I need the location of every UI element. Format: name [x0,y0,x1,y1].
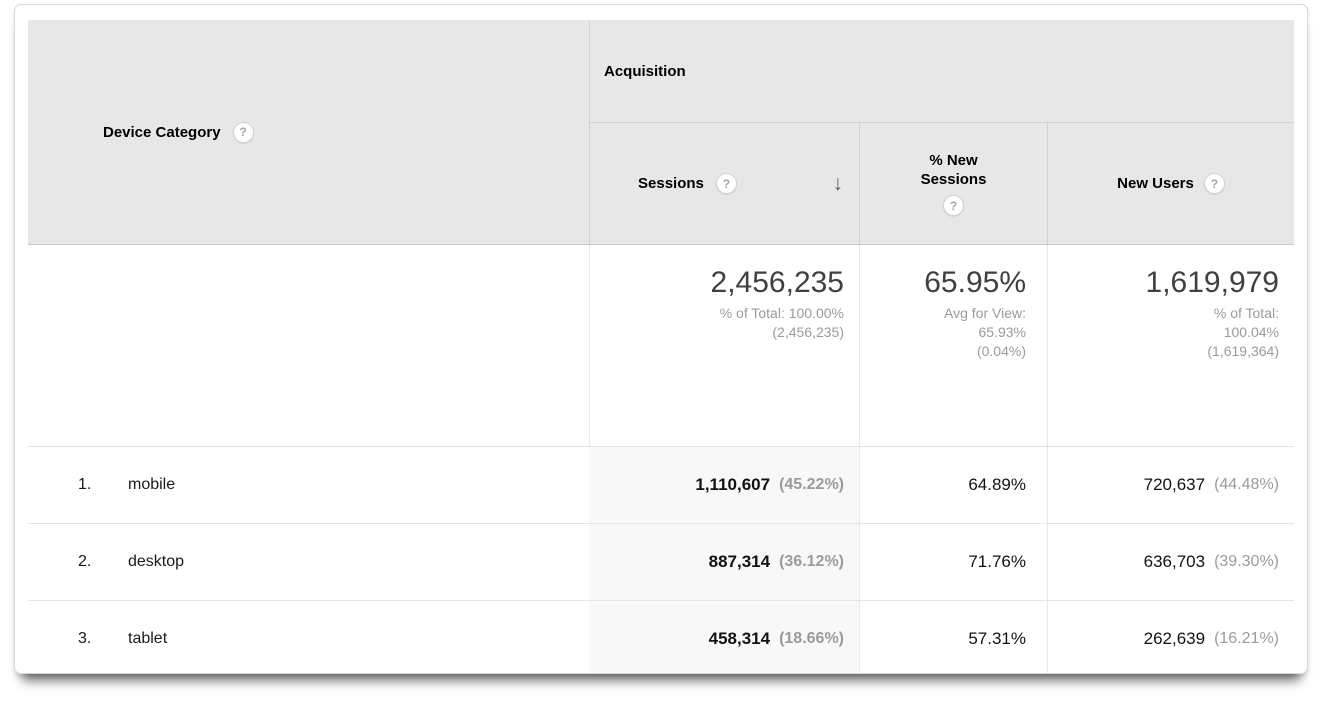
help-icon[interactable]: ? [715,173,737,194]
sessions-label: Sessions [638,175,704,192]
summary-percent-new-sessions: 65.95% Avg for View: 65.93% (0.04%) [860,245,1048,446]
new-users-cell: 720,637 (44.48%) [1048,447,1294,523]
screenshot-frame: Device Category ? Acquisition Sessions ?… [14,4,1308,674]
device-name: mobile [128,476,176,493]
column-header-device-category[interactable]: Device Category ? [28,20,590,244]
sessions-cell: 458,314 (18.66%) [590,601,860,673]
percent-new-sessions-cell: 57.31% [860,601,1048,673]
new-users-share: (16.21%) [1214,630,1279,647]
summary-new-users-subline: 100.04% [1223,324,1279,340]
sort-descending-icon: ↓ [832,172,844,195]
summary-percent-new-sessions-subline: Avg for View: [944,305,1026,321]
summary-new-users-value: 1,619,979 [1145,266,1279,299]
table-row: 2. desktop 887,314 (36.12%) 71.76% 636,7… [28,524,1294,601]
new-users-cell: 262,639 (16.21%) [1048,601,1294,673]
help-icon[interactable]: ? [232,121,254,143]
device-cell: 1. mobile [28,447,590,523]
new-users-value: 636,703 [1143,552,1206,571]
sessions-cell: 887,314 (36.12%) [590,524,860,600]
summary-device-category [28,245,590,446]
row-index: 3. [78,630,92,647]
sessions-value: 887,314 [708,552,771,571]
device-cell: 3. tablet [28,601,590,673]
percent-new-sessions-label: % New Sessions [920,152,987,188]
summary-new-users-subline: % of Total: [1213,305,1279,321]
percent-new-sessions-cell: 64.89% [860,447,1048,523]
table-row: 3. tablet 458,314 (18.66%) 57.31% 262,63… [28,601,1294,673]
sessions-value: 1,110,607 [695,475,771,494]
sessions-share: (45.22%) [779,476,844,493]
column-header-percent-new-sessions[interactable]: % New Sessions ? [860,123,1048,244]
new-users-share: (39.30%) [1214,553,1279,570]
row-index: 2. [78,553,92,570]
new-users-value: 720,637 [1143,475,1206,494]
sessions-share: (18.66%) [779,630,844,647]
summary-percent-new-sessions-value: 65.95% [924,266,1026,299]
help-icon[interactable]: ? [943,195,964,216]
new-users-cell: 636,703 (39.30%) [1048,524,1294,600]
new-users-value: 262,639 [1143,629,1206,648]
column-header-sessions[interactable]: Sessions ? ↓ [590,123,860,244]
summary-sessions-value: 2,456,235 [710,266,844,299]
new-users-label: New Users [1117,175,1194,192]
device-category-table: Device Category ? Acquisition Sessions ?… [28,20,1294,673]
summary-percent-new-sessions-subline: (0.04%) [976,343,1026,359]
row-index: 1. [78,476,92,493]
sessions-share: (36.12%) [779,553,844,570]
device-name: desktop [128,553,185,570]
summary-sessions-subline: % of Total: 100.00% [719,305,844,321]
table-header: Device Category ? Acquisition Sessions ?… [28,20,1294,245]
device-cell: 2. desktop [28,524,590,600]
summary-row: 2,456,235 % of Total: 100.00% (2,456,235… [28,245,1294,447]
column-header-new-users[interactable]: New Users ? [1048,123,1294,244]
table-row: 1. mobile 1,110,607 (45.22%) 64.89% 720,… [28,447,1294,524]
device-category-label: Device Category [103,123,221,141]
new-users-share: (44.48%) [1214,476,1279,493]
summary-new-users: 1,619,979 % of Total: 100.04% (1,619,364… [1048,245,1294,446]
summary-sessions: 2,456,235 % of Total: 100.00% (2,456,235… [590,245,860,446]
sessions-cell: 1,110,607 (45.22%) [590,447,860,523]
sessions-value: 458,314 [708,629,771,648]
help-icon[interactable]: ? [1203,173,1225,194]
group-header-acquisition: Acquisition [590,20,1294,123]
summary-percent-new-sessions-subline: 65.93% [978,324,1026,340]
summary-new-users-subline: (1,619,364) [1207,343,1279,359]
percent-new-sessions-cell: 71.76% [860,524,1048,600]
device-name: tablet [128,630,168,647]
summary-sessions-subline: (2,456,235) [772,324,844,340]
acquisition-label: Acquisition [604,62,686,80]
